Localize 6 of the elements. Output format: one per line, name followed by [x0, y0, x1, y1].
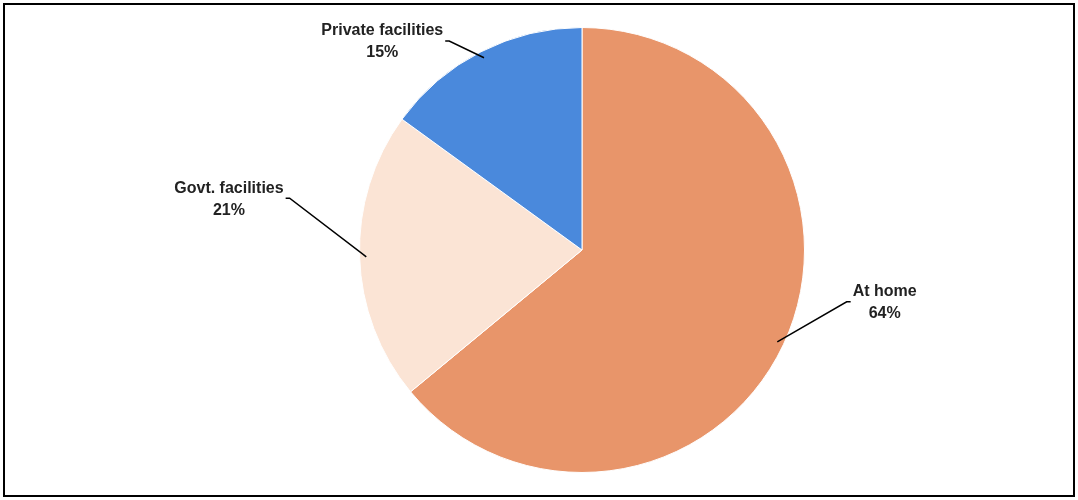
- data-label: 15%: [366, 43, 399, 61]
- data-label: 64%: [868, 304, 901, 322]
- slice-label: At home: [852, 282, 917, 300]
- data-label: 21%: [212, 200, 245, 218]
- slice-label: Govt. facilities: [174, 178, 284, 196]
- slice-label: Private facilities: [321, 21, 444, 39]
